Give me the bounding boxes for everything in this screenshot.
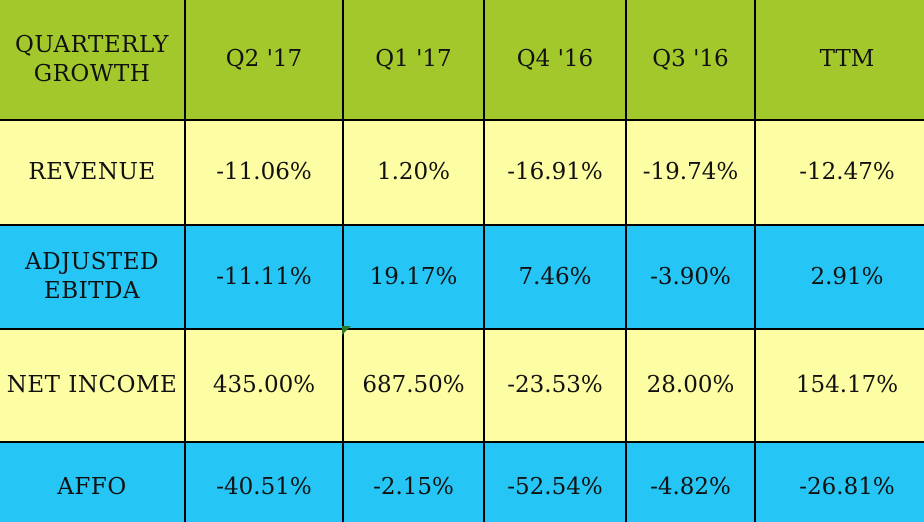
table-cell: 7.46% xyxy=(485,226,625,328)
row-label-adjusted-ebitda: ADJUSTED EBITDA xyxy=(0,226,184,328)
table-cell: -11.06% xyxy=(186,121,342,224)
header-q1-17: Q1 '17 xyxy=(344,0,483,119)
table-cell: -40.51% xyxy=(186,443,342,522)
table-cell: -3.90% xyxy=(627,226,754,328)
table-cell: 2.91% xyxy=(756,226,924,328)
table-cell: 687.50% xyxy=(344,330,483,441)
row-label-revenue: REVENUE xyxy=(0,121,184,224)
header-q2-17: Q2 '17 xyxy=(186,0,342,119)
table-cell: -23.53% xyxy=(485,330,625,441)
table-cell: 435.00% xyxy=(186,330,342,441)
row-label-net-income: NET INCOME xyxy=(0,330,184,441)
table-cell: -11.11% xyxy=(186,226,342,328)
table-cell: 1.20% xyxy=(344,121,483,224)
table-cell: 154.17% xyxy=(756,330,924,441)
table-cell: -2.15% xyxy=(344,443,483,522)
header-ttm: TTM xyxy=(756,0,924,119)
comment-indicator-icon xyxy=(342,326,351,335)
table-cell: 28.00% xyxy=(627,330,754,441)
row-label-affo: AFFO xyxy=(0,443,184,522)
table-cell: 19.17% xyxy=(344,226,483,328)
header-q4-16: Q4 '16 xyxy=(485,0,625,119)
table-cell: -19.74% xyxy=(627,121,754,224)
table-cell: -12.47% xyxy=(756,121,924,224)
header-q3-16: Q3 '16 xyxy=(627,0,754,119)
table-cell: -16.91% xyxy=(485,121,625,224)
table-cell: -52.54% xyxy=(485,443,625,522)
header-corner: QUARTERLY GROWTH xyxy=(0,0,184,119)
table-cell: -26.81% xyxy=(756,443,924,522)
table-cell: -4.82% xyxy=(627,443,754,522)
